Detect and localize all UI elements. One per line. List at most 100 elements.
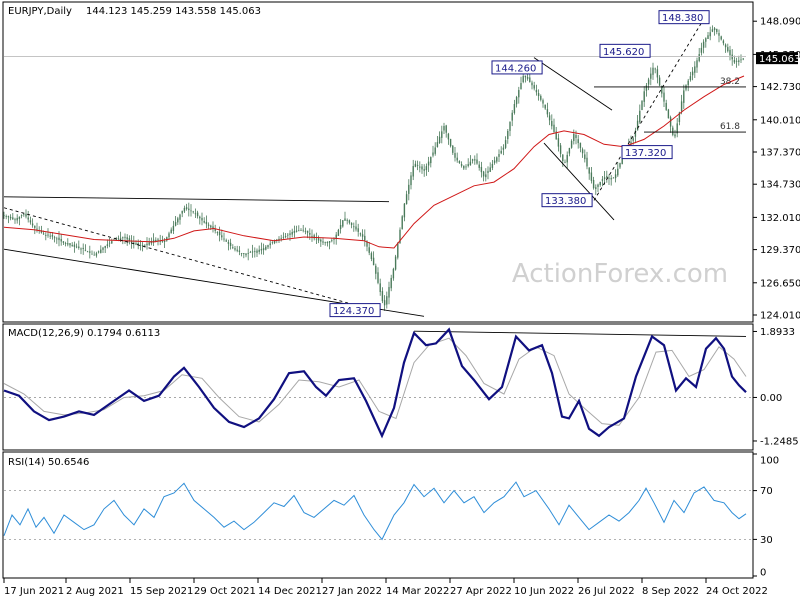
candle-body	[700, 47, 703, 53]
candle-body	[337, 229, 340, 236]
price-axis-label: 140.010	[760, 115, 800, 126]
candle-body	[199, 216, 201, 219]
candle-body	[258, 249, 260, 252]
candle-body	[115, 238, 117, 241]
candle-body	[49, 235, 51, 237]
candle-body	[711, 29, 714, 32]
candle-body	[518, 90, 520, 98]
candle-body	[375, 265, 377, 274]
candle-body	[280, 237, 282, 239]
candle-body	[269, 243, 271, 246]
candle-body	[603, 177, 606, 179]
candle-body	[18, 216, 21, 219]
candle-body	[720, 36, 722, 40]
candle-body	[614, 174, 617, 179]
candle-body	[733, 60, 736, 63]
candle-body	[335, 234, 337, 240]
candle-body	[287, 234, 289, 236]
candle-body	[491, 163, 494, 168]
candle-body	[196, 212, 199, 217]
price-level-label: 124.370	[333, 306, 374, 317]
candle-body	[683, 90, 685, 103]
candle-body	[163, 240, 166, 242]
candle-body	[295, 230, 298, 232]
candle-body	[339, 224, 342, 230]
candle-body	[157, 239, 159, 241]
candle-body	[353, 226, 355, 228]
price-axis-label: 134.730	[760, 180, 800, 191]
candle-body	[513, 103, 516, 113]
candle-body	[102, 247, 104, 250]
candle-body	[177, 218, 179, 223]
candle-body	[588, 167, 590, 174]
candle-body	[148, 242, 150, 245]
candle-body	[14, 219, 16, 221]
candle-body	[207, 224, 210, 226]
macd-axis-label: 1.8933	[760, 327, 795, 338]
last-price-label: 145.063	[759, 54, 800, 65]
candle-body	[383, 300, 386, 306]
candle-body	[64, 243, 67, 245]
candle-body	[97, 251, 100, 253]
candle-body	[58, 237, 60, 241]
candle-body	[416, 164, 419, 166]
candle-body	[478, 164, 480, 168]
candle-body	[522, 76, 524, 83]
date-axis-label: 17 Jun 2021	[4, 586, 64, 597]
rsi-axis-label: 30	[760, 535, 773, 546]
moving-average-line	[3, 75, 745, 249]
candle-body	[350, 222, 353, 225]
candle-body	[155, 239, 157, 242]
candle-body	[617, 168, 619, 176]
candle-body	[427, 161, 430, 166]
candle-body	[95, 253, 98, 256]
candle-body	[282, 236, 285, 238]
candle-body	[678, 112, 681, 123]
candle-body	[696, 60, 698, 68]
candle-body	[643, 91, 645, 102]
candle-body	[702, 41, 705, 48]
candle-body	[621, 157, 623, 165]
candle-body	[212, 226, 214, 229]
candle-body	[419, 166, 421, 168]
candle-body	[537, 93, 540, 97]
rsi-title: RSI(14) 50.6546	[8, 457, 89, 468]
candle-body	[214, 228, 216, 231]
candle-body	[3, 215, 5, 216]
candle-body	[392, 268, 395, 279]
candle-body	[731, 54, 733, 60]
candle-body	[36, 228, 38, 230]
candle-body	[267, 245, 269, 248]
trend-line	[3, 207, 375, 311]
candle-body	[240, 252, 243, 254]
candle-body	[56, 238, 58, 240]
candle-body	[179, 214, 181, 220]
candle-body	[238, 250, 241, 252]
candle-body	[47, 234, 49, 236]
candle-body	[548, 115, 551, 121]
macd-line	[3, 327, 747, 439]
candle-body	[284, 236, 287, 237]
candle-body	[229, 242, 232, 246]
candle-body	[93, 254, 95, 256]
candle-body	[100, 249, 102, 253]
candle-body	[342, 220, 344, 227]
candle-body	[511, 112, 513, 121]
candle-body	[168, 233, 170, 238]
candle-body	[348, 220, 351, 223]
candle-body	[210, 225, 212, 228]
candle-body	[669, 117, 672, 127]
candle-body	[564, 161, 566, 163]
candle-body	[559, 145, 562, 154]
candle-body	[509, 121, 511, 131]
candle-body	[634, 130, 637, 137]
candle-body	[221, 235, 223, 238]
candle-body	[203, 221, 205, 223]
candle-body	[639, 110, 641, 123]
candle-body	[476, 159, 478, 164]
candle-body	[520, 83, 522, 90]
candle-body	[606, 176, 608, 178]
candle-body	[579, 142, 582, 149]
candle-body	[401, 216, 403, 230]
candle-body	[344, 218, 346, 221]
